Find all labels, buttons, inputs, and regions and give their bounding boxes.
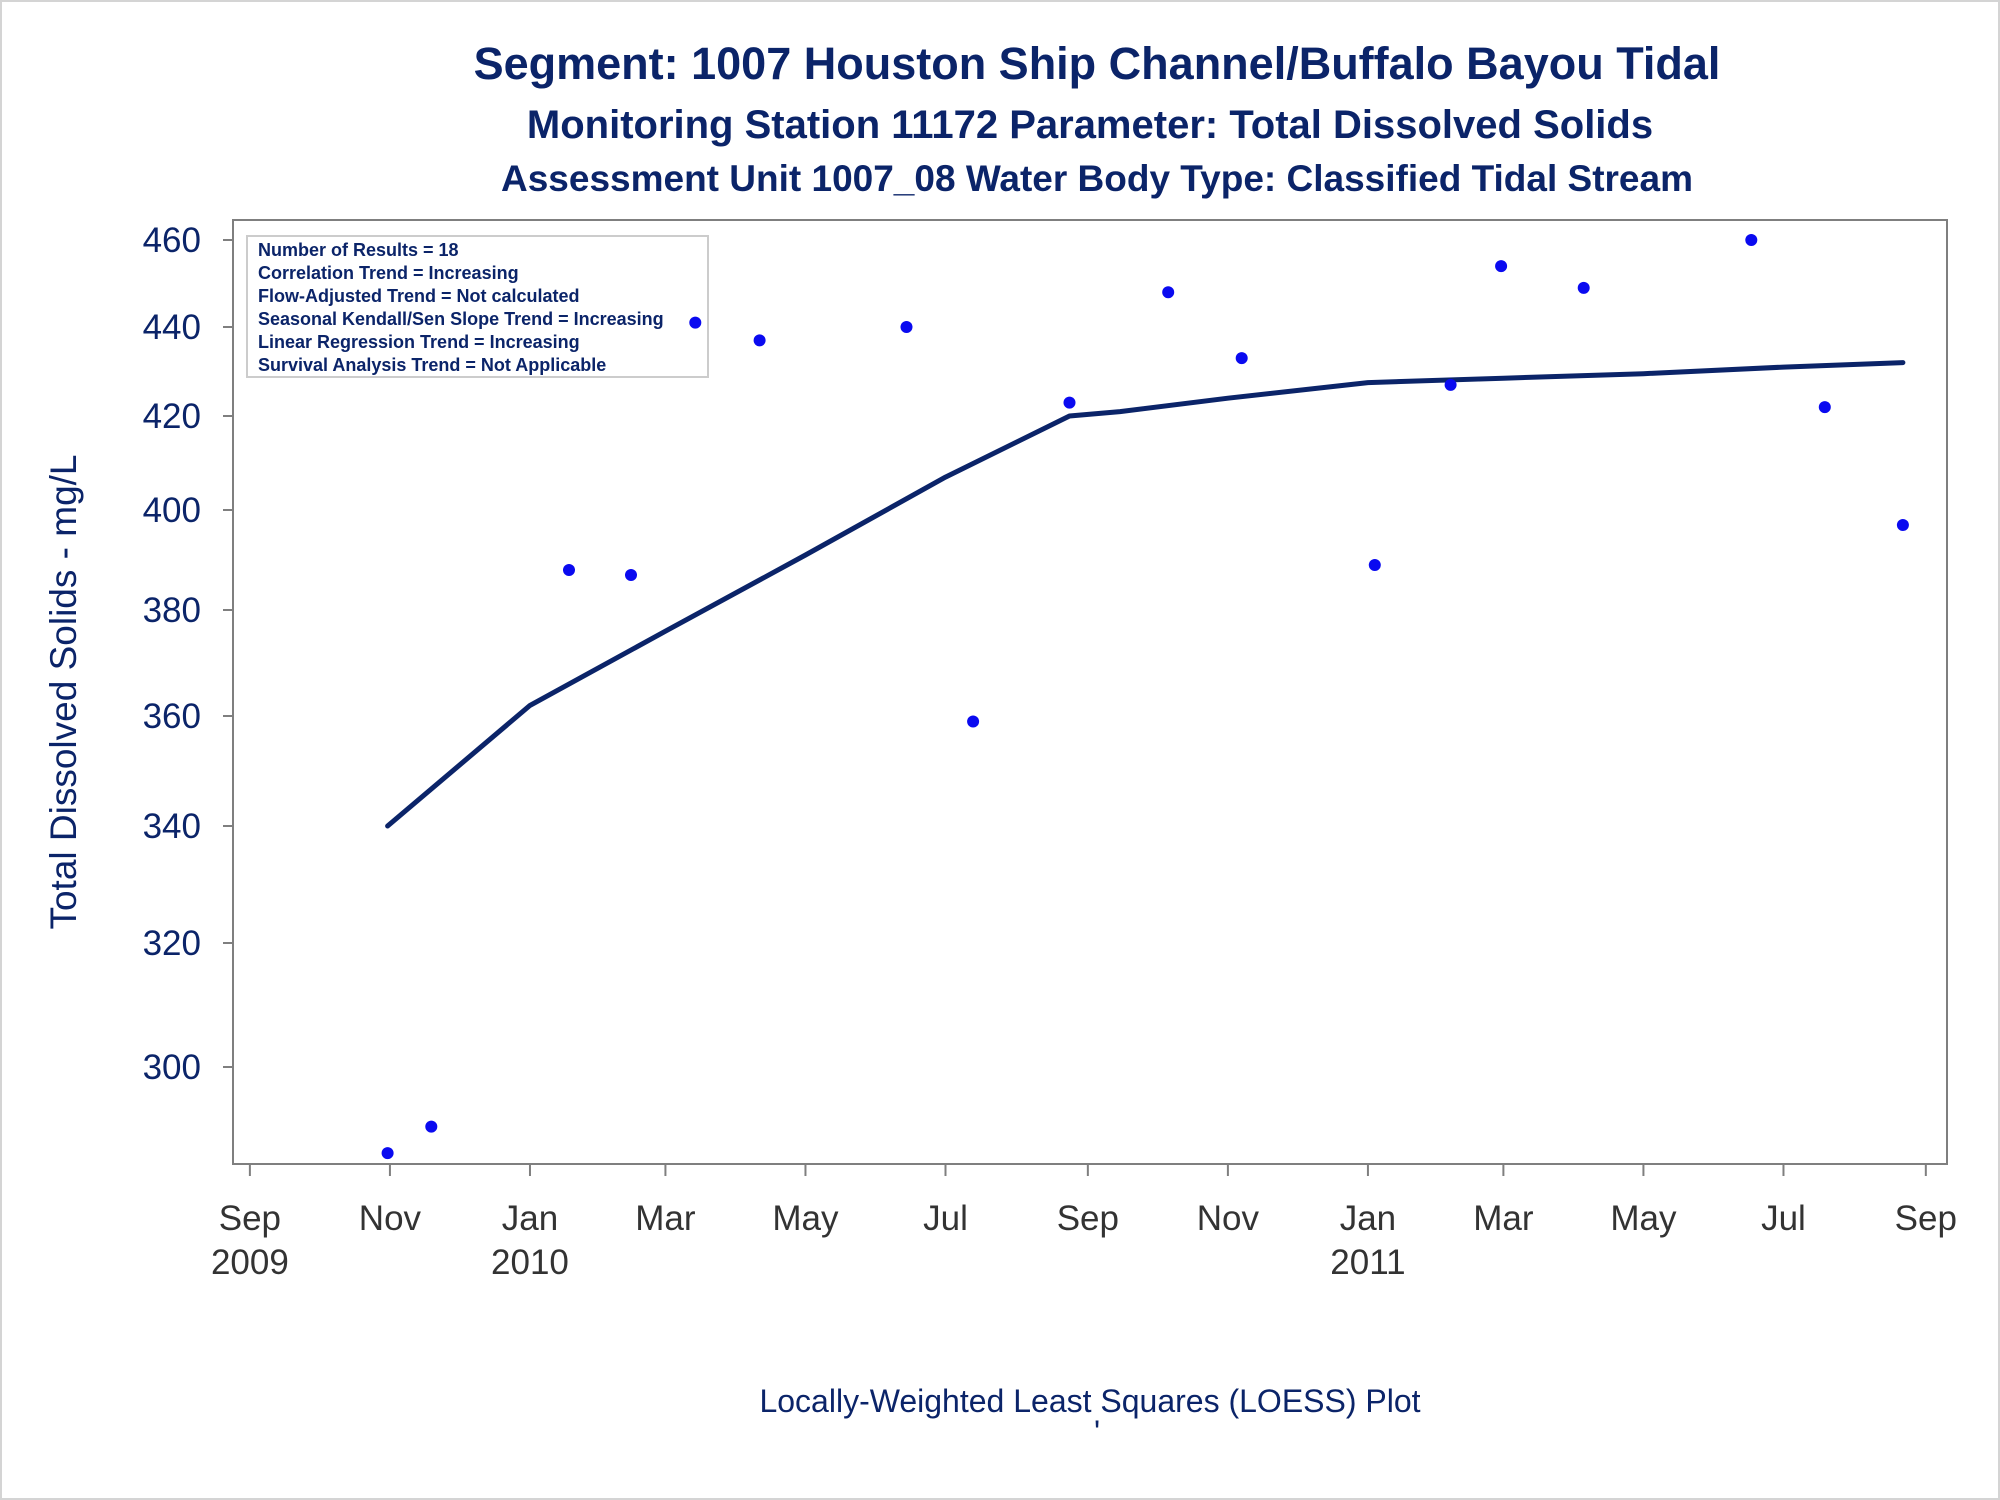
loess-layer (385, 360, 1906, 829)
y-axis-label: Total Dissolved Solids - mg/L (43, 454, 84, 929)
chart-subtitle-1: Monitoring Station 11172 Parameter: Tota… (527, 103, 1653, 147)
stats-line-1: Correlation Trend = Increasing (258, 263, 519, 283)
x-tick-label-month: Mar (635, 1199, 696, 1238)
x-tick-label-month: Nov (1197, 1199, 1260, 1238)
data-point (1577, 281, 1590, 294)
x-tick-label-month: May (1610, 1199, 1677, 1238)
data-point (1495, 260, 1508, 273)
plot-area (232, 219, 1948, 1165)
stats-line-3: Seasonal Kendall/Sen Slope Trend = Incre… (258, 309, 664, 329)
y-tick-label: 380 (143, 591, 201, 630)
x-axis-caption: Locally-Weighted Least Squares (LOESS) P… (759, 1383, 1420, 1419)
data-point (1162, 286, 1175, 299)
x-axis: Sep 2009 Nov Jan 2010 Mar May Jul Sep Nov Jan 2011 M… (211, 1164, 1957, 1282)
stats-line-5: Survival Analysis Trend = Not Applicable (258, 355, 606, 375)
y-tick-label: 440 (143, 308, 201, 347)
data-point (625, 569, 637, 581)
footnote-mark: ' (1094, 1414, 1100, 1450)
stats-line-4: Linear Regression Trend = Increasing (258, 332, 580, 352)
y-axis: 300 320 340 360 380 400 420 440 460 (143, 221, 233, 1087)
stats-line-2: Flow-Adjusted Trend = Not calculated (258, 286, 580, 306)
data-point (563, 564, 575, 576)
x-tick-label-month: Jan (1340, 1199, 1396, 1238)
x-tick-label-year: 2010 (491, 1243, 569, 1282)
y-tick-label: 400 (143, 491, 201, 530)
stats-line-0: Number of Results = 18 (258, 240, 459, 260)
y-tick-label: 360 (143, 697, 201, 736)
data-point (689, 316, 702, 329)
x-tick-label-month: Nov (359, 1199, 422, 1238)
x-tick-label-month: Sep (219, 1199, 281, 1238)
x-tick-label-month: Sep (1895, 1199, 1957, 1238)
loess-line (385, 360, 1906, 829)
points-layer (381, 234, 1909, 1160)
stats-box: Number of Results = 18 Correlation Trend… (246, 235, 709, 378)
data-point (1235, 352, 1248, 365)
x-tick-label-month: May (772, 1199, 839, 1238)
y-tick-label: 320 (143, 924, 201, 963)
stats-box-border (246, 235, 709, 378)
y-tick-label: 340 (143, 807, 201, 846)
x-tick-label-month: Mar (1473, 1199, 1534, 1238)
data-point (967, 715, 980, 728)
y-tick-label: 420 (143, 397, 201, 436)
x-tick-label-month: Jul (1761, 1199, 1806, 1238)
y-tick-label: 460 (143, 221, 201, 260)
data-point (900, 321, 913, 333)
x-tick-label-month: Jul (923, 1199, 968, 1238)
data-point (1368, 559, 1381, 571)
chart-subtitle-2: Assessment Unit 1007_08 Water Body Type:… (501, 158, 1693, 199)
data-point (1896, 519, 1909, 531)
data-point (381, 1147, 394, 1160)
x-tick-label-year: 2011 (1330, 1243, 1405, 1282)
x-tick-label-month: Sep (1057, 1199, 1119, 1238)
x-tick-label-month: Jan (502, 1199, 558, 1238)
data-point (425, 1120, 438, 1133)
data-point (1745, 234, 1758, 246)
data-point (1444, 378, 1457, 391)
data-point (753, 334, 766, 347)
chart-title: Segment: 1007 Houston Ship Channel/Buffa… (474, 38, 1721, 89)
x-tick-label-year: 2009 (211, 1243, 289, 1282)
data-point (1818, 401, 1831, 414)
data-point (1063, 396, 1076, 409)
y-tick-label: 300 (143, 1048, 201, 1087)
